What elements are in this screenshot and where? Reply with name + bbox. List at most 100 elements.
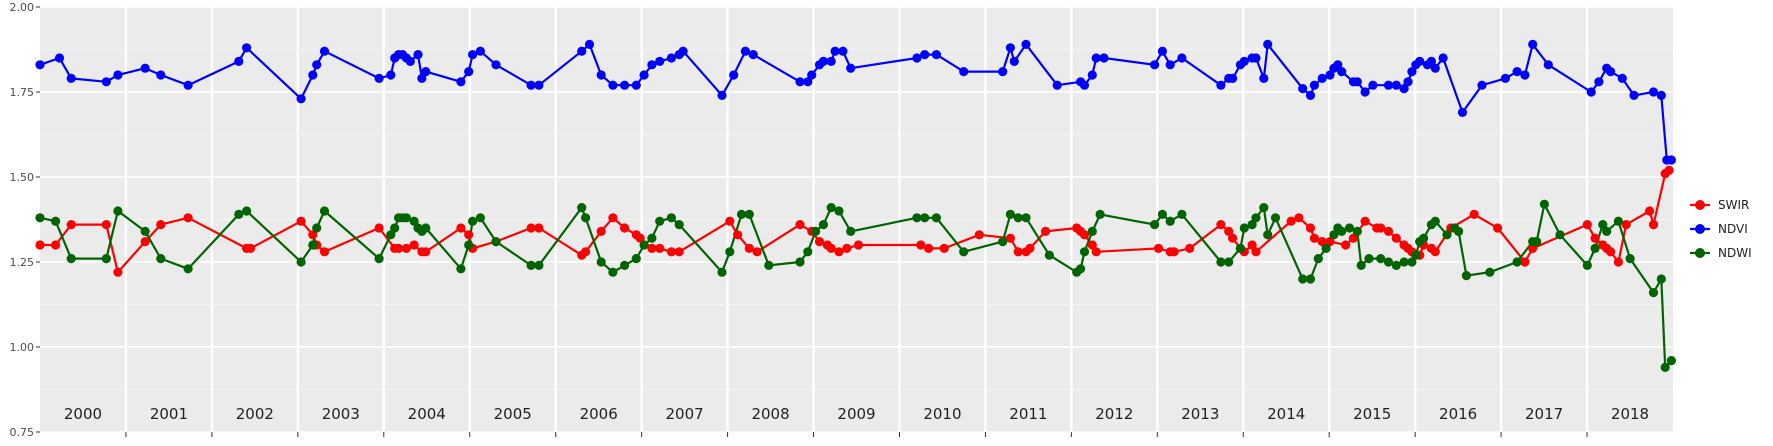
data-point-swir (140, 237, 150, 247)
data-point-swir (183, 213, 193, 223)
data-point-swir (421, 247, 431, 257)
data-point-ndwi (409, 216, 419, 226)
data-point-ndwi (1625, 254, 1635, 264)
data-point-ndvi (807, 70, 817, 80)
data-point-swir (1251, 247, 1261, 257)
data-point-ndvi (1298, 84, 1308, 94)
data-point-ndwi (666, 213, 677, 223)
data-point-ndwi (1337, 226, 1347, 236)
data-point-ndwi (390, 223, 400, 233)
data-point-swir (1520, 257, 1530, 267)
data-point-ndvi (717, 90, 727, 100)
data-point-swir (1391, 233, 1401, 243)
data-point-swir (666, 247, 677, 257)
data-point-ndwi (534, 260, 544, 270)
data-point-ndwi (1660, 362, 1670, 372)
data-point-ndvi (417, 73, 427, 83)
data-point-swir (1360, 216, 1370, 226)
data-point-ndwi (1005, 209, 1016, 219)
data-point-ndwi (826, 203, 836, 213)
data-point-ndvi (620, 80, 630, 90)
data-point-ndvi (1337, 67, 1347, 77)
data-point-swir (1294, 213, 1304, 223)
data-point-ndvi (534, 80, 544, 90)
data-point-ndwi (647, 233, 657, 243)
data-point-swir (1621, 220, 1631, 230)
data-point-ndwi (475, 213, 485, 223)
data-point-ndwi (1582, 260, 1592, 270)
data-point-ndvi (1500, 73, 1510, 83)
data-point-ndwi (456, 264, 466, 274)
data-point-swir (101, 220, 111, 230)
data-point-ndwi (1224, 257, 1234, 267)
data-point-ndwi (998, 237, 1008, 247)
data-point-ndwi (66, 254, 76, 264)
data-point-ndwi (1087, 226, 1097, 236)
data-point-ndwi (596, 257, 606, 267)
data-point-ndwi (1666, 356, 1676, 366)
data-point-ndwi (35, 213, 45, 223)
data-point-ndwi (1461, 271, 1471, 281)
data-point-ndvi (234, 56, 244, 66)
y-tick-label: 1.00 (10, 341, 35, 354)
data-point-ndwi (1411, 250, 1421, 260)
data-point-ndwi (374, 254, 384, 264)
data-point-ndvi (1251, 53, 1261, 63)
data-point-ndvi (526, 80, 536, 90)
data-point-ndwi (577, 203, 587, 213)
data-point-ndwi (1364, 254, 1374, 264)
data-point-ndwi (1352, 226, 1362, 236)
data-point-ndvi (1009, 56, 1019, 66)
data-point-ndvi (308, 70, 318, 80)
data-point-ndwi (113, 206, 123, 216)
year-label: 2015 (1353, 405, 1391, 423)
data-point-swir (1645, 206, 1655, 216)
data-point-ndvi (1177, 53, 1187, 63)
data-point-ndvi (1477, 80, 1487, 90)
data-point-swir (1025, 243, 1035, 253)
data-point-swir (733, 230, 743, 240)
data-point-ndvi (1383, 80, 1394, 90)
data-point-ndwi (1430, 216, 1440, 226)
y-tick-label: 1.75 (10, 86, 35, 99)
data-point-ndwi (1344, 223, 1355, 233)
data-point-ndvi (838, 46, 848, 56)
data-point-swir (409, 240, 419, 250)
data-point-ndwi (1150, 220, 1160, 230)
data-point-swir (608, 213, 618, 223)
data-point-ndvi (1528, 39, 1538, 50)
data-point-ndwi (581, 213, 591, 223)
data-point-ndvi (183, 80, 193, 90)
y-tick-label: 2.00 (10, 1, 35, 14)
data-point-ndvi (748, 50, 758, 60)
data-point-ndwi (1216, 257, 1226, 267)
data-point-ndwi (1076, 264, 1086, 274)
data-point-swir (35, 240, 45, 250)
year-label: 2007 (666, 405, 704, 423)
legend-key-point (1695, 248, 1705, 258)
data-point-swir (51, 240, 61, 250)
data-point-ndwi (1613, 216, 1623, 226)
data-point-swir (1224, 226, 1234, 236)
legend-key-point (1695, 200, 1705, 210)
data-point-ndwi (464, 240, 474, 250)
data-point-ndvi (1157, 46, 1167, 56)
data-point-ndvi (1520, 70, 1530, 80)
data-point-swir (526, 223, 536, 233)
data-point-ndvi (631, 80, 641, 90)
data-point-swir (939, 243, 949, 253)
data-point-swir (245, 243, 256, 253)
data-point-ndwi (1321, 243, 1331, 253)
data-point-swir (1153, 243, 1164, 253)
data-point-swir (647, 243, 657, 253)
data-point-ndwi (51, 216, 61, 226)
data-point-ndvi (596, 70, 606, 80)
legend-label: SWIR (1718, 198, 1749, 212)
data-point-ndvi (678, 46, 688, 56)
year-label: 2013 (1181, 405, 1219, 423)
year-label: 2017 (1525, 405, 1563, 423)
data-point-ndwi (468, 216, 478, 226)
data-point-ndvi (920, 50, 930, 60)
data-point-ndvi (584, 39, 595, 50)
